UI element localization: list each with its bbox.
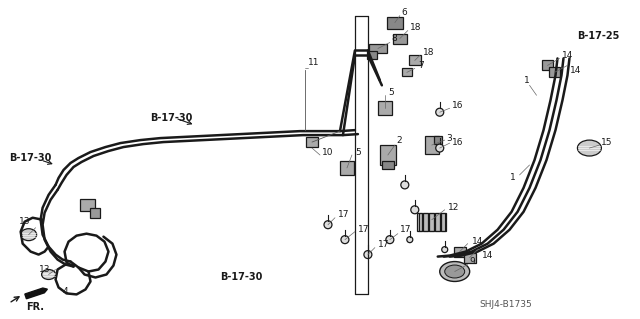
Bar <box>90 208 100 218</box>
Text: 8: 8 <box>392 34 397 43</box>
Text: 12: 12 <box>448 203 459 212</box>
Text: 13: 13 <box>38 265 50 274</box>
Bar <box>541 60 554 70</box>
Text: 14: 14 <box>561 51 573 60</box>
Text: 14: 14 <box>472 237 483 246</box>
Text: FR.: FR. <box>26 302 44 312</box>
Circle shape <box>411 206 419 214</box>
Text: 5: 5 <box>355 147 361 157</box>
Text: SHJ4-B1735: SHJ4-B1735 <box>479 300 532 309</box>
Circle shape <box>436 144 444 152</box>
Bar <box>378 101 392 115</box>
Circle shape <box>407 237 413 243</box>
Bar <box>548 67 561 78</box>
Bar <box>464 253 476 263</box>
Circle shape <box>341 236 349 244</box>
Circle shape <box>401 181 409 189</box>
Text: 9: 9 <box>470 257 476 266</box>
Bar <box>369 43 387 54</box>
Circle shape <box>442 247 448 253</box>
Text: 10: 10 <box>322 147 333 157</box>
Text: 17: 17 <box>338 210 349 219</box>
Text: B-17-30: B-17-30 <box>9 153 51 163</box>
Ellipse shape <box>440 262 470 281</box>
Bar <box>429 213 435 231</box>
Text: 18: 18 <box>410 23 421 32</box>
Text: 14: 14 <box>482 251 493 260</box>
Bar <box>425 136 439 154</box>
Text: 7: 7 <box>418 61 424 70</box>
Bar <box>423 213 428 231</box>
Bar <box>340 161 354 175</box>
Ellipse shape <box>577 140 602 156</box>
Text: 1: 1 <box>524 76 529 85</box>
Text: 11: 11 <box>308 58 319 67</box>
Text: B-17-30: B-17-30 <box>150 113 193 123</box>
Text: 1: 1 <box>509 174 515 182</box>
Circle shape <box>364 251 372 259</box>
Bar <box>441 213 446 231</box>
Text: 13: 13 <box>19 217 30 226</box>
Text: 5: 5 <box>388 88 394 97</box>
Bar <box>435 213 440 231</box>
Bar <box>454 247 466 256</box>
Circle shape <box>324 221 332 229</box>
Bar <box>419 213 445 231</box>
Text: 16: 16 <box>452 101 463 110</box>
Bar <box>380 145 396 165</box>
Bar <box>402 68 412 76</box>
Text: 3: 3 <box>447 134 452 143</box>
Text: 15: 15 <box>602 137 613 146</box>
Text: 17: 17 <box>358 225 369 234</box>
Circle shape <box>436 108 444 116</box>
Bar <box>417 213 422 231</box>
Circle shape <box>386 236 394 244</box>
Text: 18: 18 <box>423 48 435 57</box>
Bar <box>387 17 403 29</box>
Bar <box>409 56 420 65</box>
FancyArrow shape <box>25 288 47 299</box>
Text: 16: 16 <box>452 137 463 146</box>
Text: B-17-25: B-17-25 <box>577 31 620 41</box>
Text: 17: 17 <box>378 240 389 249</box>
Text: 4: 4 <box>63 287 68 296</box>
Text: B-17-30: B-17-30 <box>220 272 262 283</box>
Text: 6: 6 <box>402 8 408 17</box>
Bar <box>382 161 394 169</box>
Ellipse shape <box>20 229 36 241</box>
Bar <box>367 51 377 59</box>
Bar <box>393 33 407 43</box>
Ellipse shape <box>42 270 56 279</box>
Bar <box>434 136 442 144</box>
Bar <box>306 137 318 147</box>
Text: 2: 2 <box>397 136 403 145</box>
Text: 17: 17 <box>400 225 412 234</box>
Ellipse shape <box>445 265 465 278</box>
Text: 14: 14 <box>570 66 581 75</box>
Bar <box>79 199 95 211</box>
